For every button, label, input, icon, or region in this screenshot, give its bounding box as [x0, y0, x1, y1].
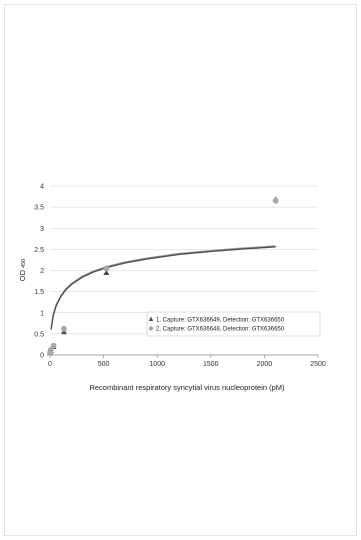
legend-label-series-2: 2. Capture: GTX636648, Detection: GTX636… [156, 327, 285, 333]
y-tick-label: 2 [40, 268, 44, 275]
x-tick-label: 1000 [149, 361, 165, 368]
legend-marker-circle [148, 326, 154, 331]
x-tick-label: 500 [98, 361, 110, 368]
axes: 0 0.5 1 1.5 2 2.5 3 3.5 4 0 500 1000 1500 2000 2500 [34, 184, 326, 369]
x-tick-label: 1500 [203, 361, 219, 368]
legend-label-series-1: 1. Capture: GTX636649, Detection: GTX636… [156, 318, 285, 324]
y-tick-label: 0 [40, 353, 44, 360]
fit-curves [50, 245, 276, 330]
data-point-series-2 [272, 197, 279, 204]
x-tick-label: 2500 [310, 361, 326, 368]
y-tick-label: 4 [40, 184, 44, 191]
x-tick-label: 2000 [257, 361, 273, 368]
data-point-series-1 [103, 269, 110, 276]
figure-border [4, 4, 357, 536]
y-tick-label: 3 [40, 226, 44, 233]
x-axis-title: Recombinant respiratory syncytial virus … [89, 383, 285, 392]
data-point-series-2 [50, 342, 57, 349]
data-point-series-2 [61, 325, 67, 332]
y-tick-label: 1.5 [34, 289, 44, 296]
data-points [47, 196, 279, 356]
legend-box [146, 311, 321, 337]
y-tick-label: 1 [40, 310, 44, 317]
y-tick-label: 2.5 [34, 247, 44, 254]
data-point-series-2 [47, 347, 54, 353]
y-tick-label: 0.5 [34, 331, 44, 338]
legend: 1. Capture: GTX636649, Detection: GTX636… [146, 311, 321, 337]
x-tick-label: 0 [48, 361, 52, 368]
legend-marker-triangle [148, 316, 154, 321]
y-axis-title: OD450 [18, 259, 27, 281]
axis-labels: OD450 Recombinant respiratory syncytial … [18, 259, 285, 392]
data-point-series-2 [103, 265, 110, 272]
y-tick-label: 3.5 [34, 205, 44, 212]
fit-curve-2 [50, 246, 276, 330]
y-axis-title-main: OD [18, 269, 27, 281]
y-axis-title-subscript: 450 [21, 259, 27, 268]
